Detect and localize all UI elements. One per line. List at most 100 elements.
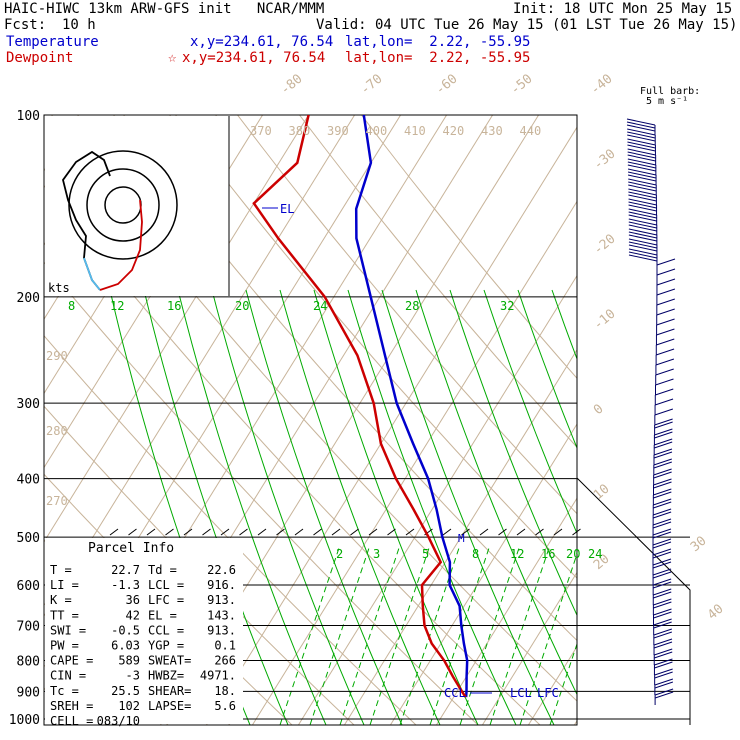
parcel-key: CAPE = (50, 654, 93, 668)
theta-label: 270 (46, 494, 68, 508)
isotherm-label: -20 (591, 231, 619, 258)
wind-barb (654, 441, 673, 449)
isotherm-line (251, 200, 577, 725)
mixing-ratio-label: 32 (500, 299, 514, 313)
wind-barb (653, 498, 672, 506)
dry-adiabat-line (361, 115, 577, 379)
isotherm-label: -30 (591, 146, 619, 173)
isotherm-label: -80 (278, 71, 306, 98)
mixing-ratio-label: 20 (566, 547, 580, 561)
wind-barb (656, 338, 675, 346)
wind-barb (628, 244, 658, 252)
wind-barb (627, 138, 656, 146)
wind-barb (652, 568, 672, 576)
wind-barb (627, 128, 656, 136)
mixing-ratio-label: 28 (405, 299, 419, 313)
forecast-label: Fcst: (4, 17, 47, 33)
hodograph-trace-low (83, 257, 101, 291)
wind-barb (653, 638, 673, 646)
wind-barb (627, 144, 656, 152)
dry-adiabat-line (44, 335, 417, 725)
star-icon: ☆ (168, 50, 177, 66)
parcel-value: 913. (207, 593, 236, 607)
wind-barb (628, 221, 657, 229)
series-line-temperature (354, 115, 469, 698)
model-title: HAIC-HIWC 13km ARW-GFS init NCAR/MMM (4, 1, 325, 17)
wind-barb (653, 448, 673, 456)
parcel-value: 266 (214, 654, 236, 668)
dry-adiabat-line (299, 115, 577, 448)
moist-adiabat-line (143, 289, 289, 725)
hodograph-background (45, 116, 229, 296)
hatch-mark (572, 528, 581, 536)
hatch-mark (387, 528, 396, 536)
mixing-ratio-line (489, 544, 551, 725)
wind-barb (652, 541, 672, 549)
wind-barb (628, 218, 657, 226)
wind-barb (628, 201, 657, 209)
wind-barb (653, 631, 673, 639)
isotherm-line (389, 423, 577, 725)
parcel-value: -3 (126, 669, 140, 683)
mixing-ratio-line (279, 544, 341, 725)
wind-barb (655, 358, 675, 366)
theta-label: 380 (289, 124, 311, 138)
wind-barb (628, 198, 657, 206)
hatch-mark (350, 528, 359, 536)
wind-barb (627, 134, 656, 142)
mixing-ratio-line (399, 544, 461, 725)
wind-barb (654, 428, 673, 436)
wind-barb (653, 488, 672, 496)
moist-adiabat-line (211, 289, 365, 725)
parcel-key: LI = (50, 578, 79, 592)
mixing-ratio-label: 16 (541, 547, 555, 561)
wind-barb (627, 158, 656, 166)
wind-barb (628, 238, 658, 246)
wind-barb (628, 204, 657, 212)
wind-barb (654, 691, 674, 699)
wind-barb (627, 141, 656, 149)
moist-adiabat-line (483, 289, 577, 535)
theta-label: 420 (443, 124, 465, 138)
wind-barb (654, 431, 673, 439)
wind-barb (652, 518, 672, 526)
wind-barb (654, 671, 673, 679)
wind-barb (653, 481, 672, 489)
isotherm-line (297, 274, 577, 725)
pressure-label: 600 (17, 579, 40, 594)
moist-adiabat-line (279, 289, 441, 725)
isotherm-label: 40 (705, 602, 727, 624)
wind-barb (656, 328, 675, 336)
mixing-ratio-line (429, 544, 491, 725)
wind-barb (654, 658, 673, 666)
wind-barb (628, 181, 657, 189)
wind-barb (654, 418, 673, 426)
wind-barb (628, 191, 657, 199)
wind-barb (627, 168, 657, 176)
wind-barb (656, 288, 676, 296)
valid-time: Valid: 04 UTC Tue 26 May 15 (01 LST Tue … (316, 17, 738, 33)
wind-barb (653, 491, 672, 499)
wind-barb (628, 184, 657, 192)
wind-barb (627, 161, 656, 169)
parcel-key: K = (50, 593, 72, 607)
parcel-key: Td = (148, 563, 177, 577)
wind-barb (653, 601, 672, 609)
wind-barb (628, 231, 657, 239)
mixing-ratio-label: 12 (110, 299, 124, 313)
hodograph-units: kts (48, 281, 70, 295)
wind-barb (626, 124, 656, 132)
hatch-mark (516, 528, 526, 536)
isotherm-label: -50 (508, 71, 536, 98)
barb-legend-units: 5 m s⁻¹ (646, 96, 688, 107)
wind-barb (654, 421, 673, 429)
theta-label: 430 (481, 124, 503, 138)
parcel-value: 5.6 (214, 699, 236, 713)
moist-adiabat-line (347, 289, 517, 725)
pressure-label: 400 (17, 473, 40, 488)
theta-label: 440 (520, 124, 542, 138)
hatch-mark (220, 528, 230, 536)
mixing-ratio-label: 16 (167, 299, 181, 313)
wind-barb (655, 348, 675, 356)
wind-barb (654, 661, 673, 669)
